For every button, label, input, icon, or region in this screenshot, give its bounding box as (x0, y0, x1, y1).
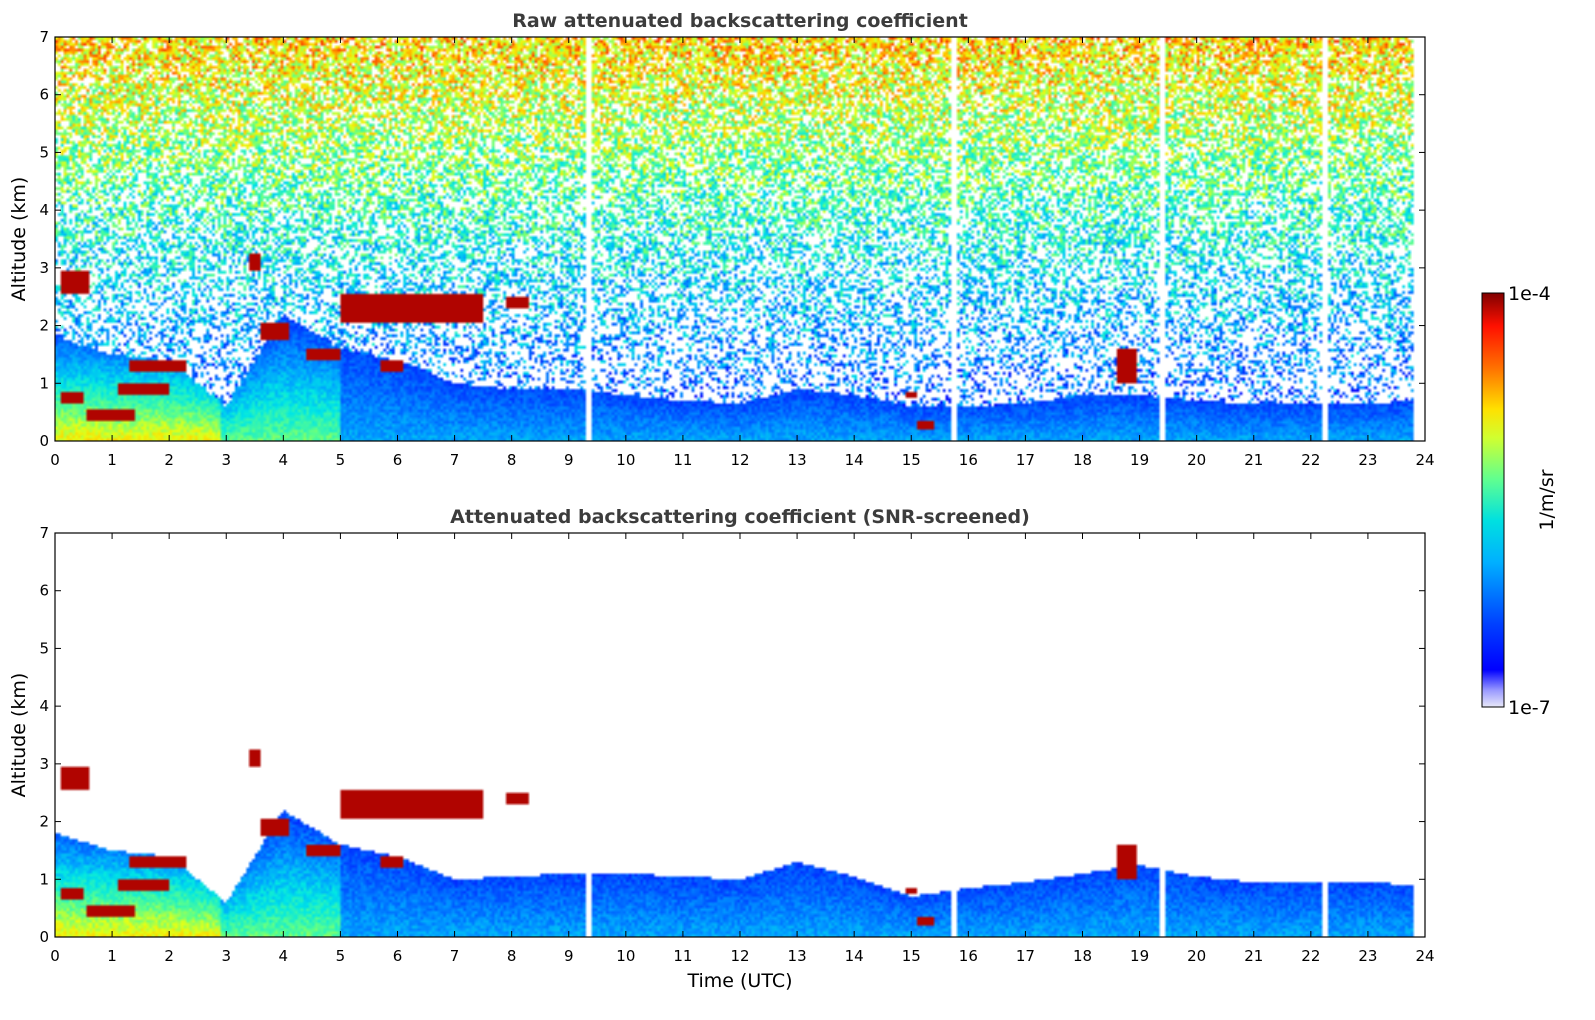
x-tick-label: 23 (1358, 947, 1377, 965)
y-tick-label: 3 (39, 755, 49, 773)
x-tick-label: 5 (336, 451, 346, 469)
x-tick-label: 20 (1187, 947, 1206, 965)
x-tick-label: 7 (450, 947, 460, 965)
x-tick-label: 18 (1073, 451, 1092, 469)
raw-backscatter-panel: Raw attenuated backscattering coefficien… (8, 10, 1435, 469)
x-tick-label: 9 (564, 451, 574, 469)
x-tick-label: 6 (393, 947, 403, 965)
y-tick-label: 6 (39, 582, 49, 600)
y-axis: 0 1 2 3 4 5 6 7 (39, 28, 1425, 450)
x-tick-label: 1 (107, 451, 117, 469)
y-tick-label: 7 (39, 28, 49, 46)
y-tick-label: 6 (39, 86, 49, 104)
colorbar-unit-label: 1/m/sr (1536, 469, 1558, 530)
x-tick-label: 22 (1301, 451, 1320, 469)
colorbar-gradient (1481, 292, 1505, 708)
x-tick-label: 8 (507, 947, 517, 965)
x-tick-label: 4 (279, 947, 289, 965)
x-tick-label: 11 (673, 451, 692, 469)
x-tick-label: 23 (1358, 451, 1377, 469)
x-tick-label: 16 (959, 947, 978, 965)
x-tick-label: 10 (616, 451, 635, 469)
x-tick-label: 18 (1073, 947, 1092, 965)
y-tick-label: 4 (39, 201, 49, 219)
x-tick-label: 7 (450, 451, 460, 469)
heatmap-image (55, 37, 1425, 441)
screened-backscatter-panel: Attenuated backscattering coefficient (S… (8, 506, 1435, 992)
x-tick-label: 13 (788, 451, 807, 469)
y-tick-label: 1 (39, 374, 49, 392)
x-tick-label: 2 (164, 451, 174, 469)
colorbar: 1e-4 1e-7 1/m/sr (1481, 283, 1558, 719)
x-tick-label: 24 (1415, 451, 1434, 469)
y-tick-label: 3 (39, 259, 49, 277)
x-tick-label: 12 (730, 947, 749, 965)
x-tick-label: 9 (564, 947, 574, 965)
x-tick-label: 0 (50, 947, 60, 965)
panel-title: Raw attenuated backscattering coefficien… (512, 10, 968, 32)
x-axis-label: Time (UTC) (686, 970, 792, 992)
x-tick-label: 3 (221, 947, 231, 965)
x-tick-label: 1 (107, 947, 117, 965)
x-tick-label: 21 (1244, 947, 1263, 965)
x-tick-label: 11 (673, 947, 692, 965)
x-tick-label: 8 (507, 451, 517, 469)
x-tick-label: 17 (1016, 947, 1035, 965)
x-tick-label: 19 (1130, 947, 1149, 965)
x-axis: 0 1 2 3 4 5 6 7 8 9 10 11 12 13 14 15 16 17 18 19 20 21 22 23 24 (50, 533, 1435, 965)
y-tick-label: 4 (39, 697, 49, 715)
y-tick-label: 1 (39, 870, 49, 888)
y-axis-label: Altitude (km) (8, 673, 30, 798)
x-tick-label: 2 (164, 947, 174, 965)
y-axis-label: Altitude (km) (8, 177, 30, 302)
colorbar-max-label: 1e-4 (1508, 283, 1551, 305)
x-tick-label: 4 (279, 451, 289, 469)
x-tick-label: 13 (788, 947, 807, 965)
y-tick-label: 5 (39, 639, 49, 657)
x-tick-label: 6 (393, 451, 403, 469)
y-tick-label: 2 (39, 813, 49, 831)
x-tick-label: 17 (1016, 451, 1035, 469)
x-tick-label: 15 (902, 947, 921, 965)
x-tick-label: 20 (1187, 451, 1206, 469)
x-tick-label: 14 (845, 947, 864, 965)
x-tick-label: 3 (221, 451, 231, 469)
x-tick-label: 5 (336, 947, 346, 965)
x-tick-label: 10 (616, 947, 635, 965)
y-tick-label: 5 (39, 143, 49, 161)
x-tick-label: 0 (50, 451, 60, 469)
x-tick-label: 22 (1301, 947, 1320, 965)
x-tick-label: 14 (845, 451, 864, 469)
heatmap-image (55, 533, 1425, 937)
y-axis: 0 1 2 3 4 5 6 7 (39, 524, 1425, 946)
x-tick-label: 12 (730, 451, 749, 469)
x-axis: 0 1 2 3 4 5 6 7 8 9 10 11 12 13 14 15 16 17 18 19 20 21 22 23 24 (50, 37, 1435, 469)
x-tick-label: 19 (1130, 451, 1149, 469)
y-tick-label: 7 (39, 524, 49, 542)
x-tick-label: 15 (902, 451, 921, 469)
x-tick-label: 21 (1244, 451, 1263, 469)
x-tick-label: 24 (1415, 947, 1434, 965)
panel-title: Attenuated backscattering coefficient (S… (450, 506, 1030, 528)
y-tick-label: 2 (39, 317, 49, 335)
colorbar-min-label: 1e-7 (1508, 697, 1551, 719)
y-tick-label: 0 (39, 432, 49, 450)
y-tick-label: 0 (39, 928, 49, 946)
x-tick-label: 16 (959, 451, 978, 469)
